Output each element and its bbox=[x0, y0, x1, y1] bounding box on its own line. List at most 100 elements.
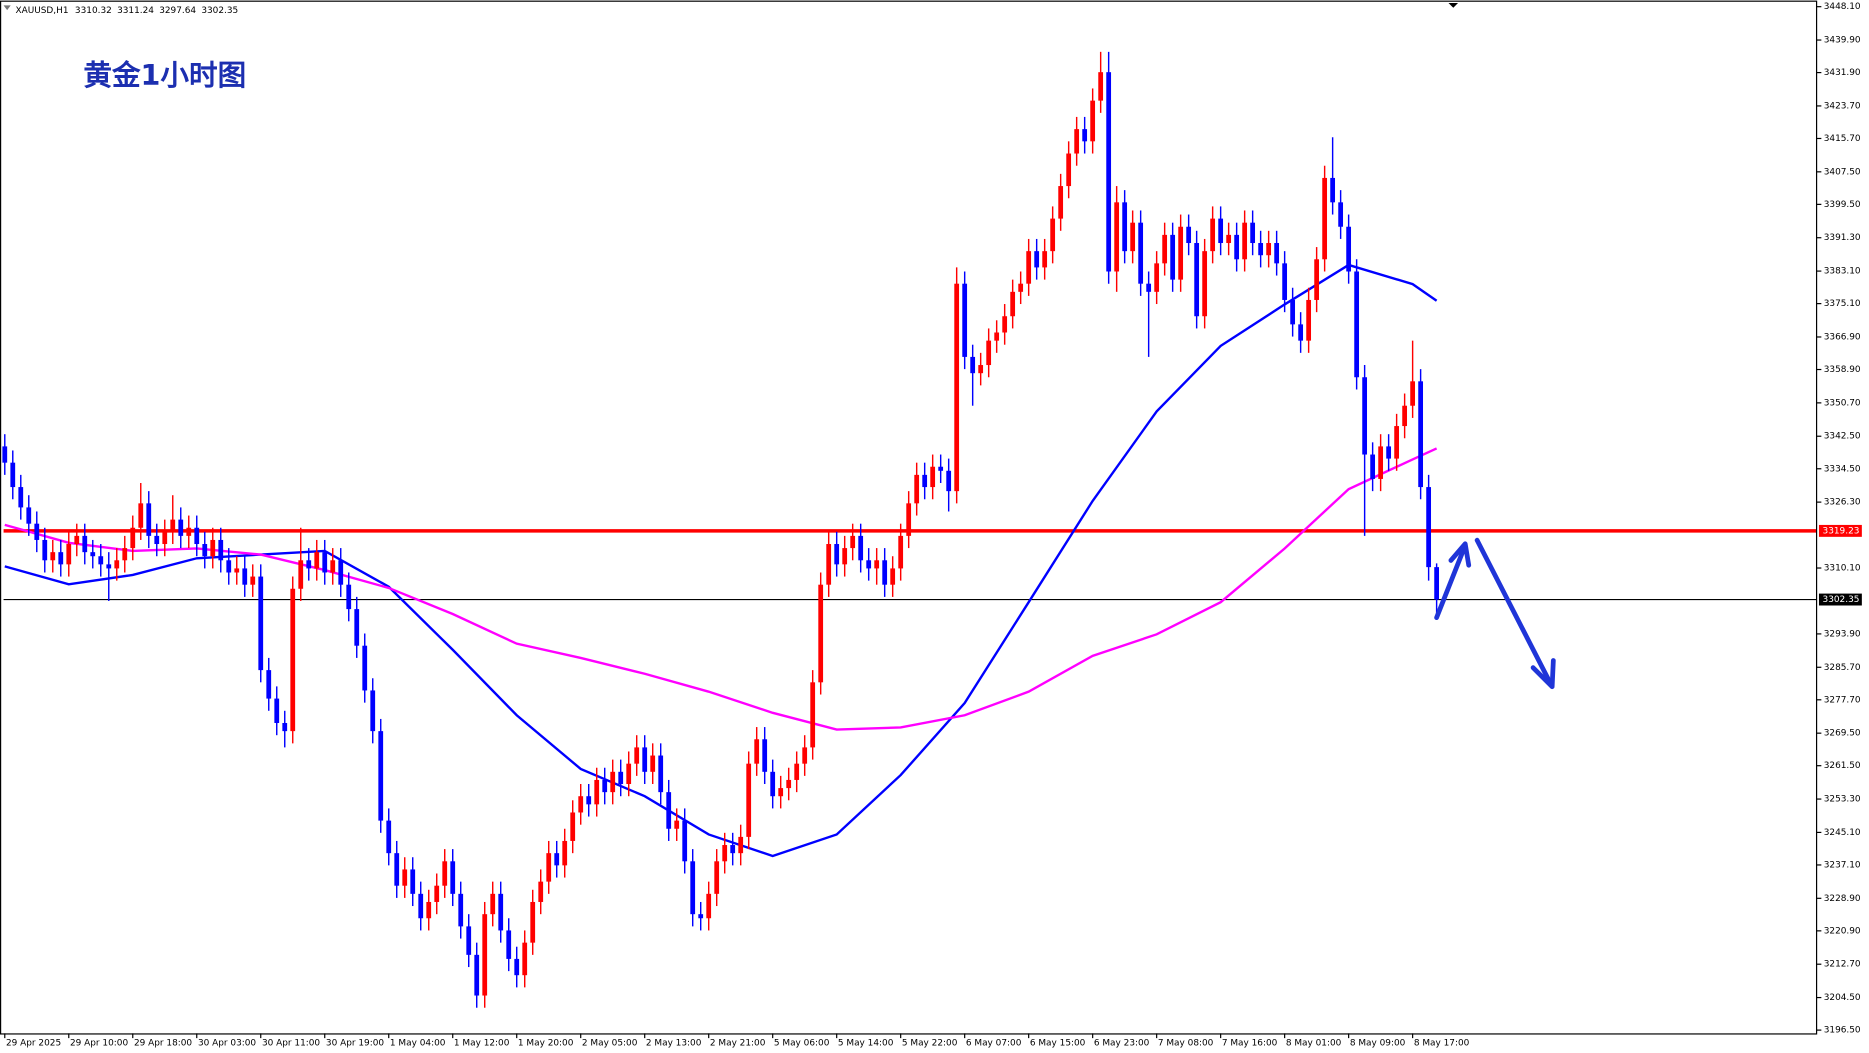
candle-body bbox=[1194, 243, 1200, 317]
header-open: 3310.32 bbox=[75, 6, 112, 16]
candle-body bbox=[1010, 291, 1016, 317]
y-tick-label: 3277.70 bbox=[1824, 695, 1861, 705]
candle-body bbox=[1234, 234, 1240, 260]
candle-body bbox=[882, 560, 888, 585]
candle-body bbox=[1154, 263, 1160, 292]
candle-body bbox=[394, 853, 400, 886]
y-tick-label: 3423.70 bbox=[1824, 101, 1861, 111]
candle-body bbox=[858, 535, 864, 561]
candle-body bbox=[2, 446, 8, 463]
y-tick-label: 3383.10 bbox=[1824, 267, 1861, 277]
candle-body bbox=[938, 466, 944, 471]
candle-body bbox=[1122, 202, 1128, 252]
candle-body bbox=[1322, 177, 1328, 260]
candle-body bbox=[922, 474, 928, 488]
candle-body bbox=[130, 527, 136, 549]
candle-body bbox=[626, 763, 632, 785]
candle-body bbox=[946, 470, 952, 492]
x-tick-label: 8 May 01:00 bbox=[1286, 1038, 1342, 1048]
candle-body bbox=[674, 820, 680, 829]
candle-body bbox=[1034, 251, 1040, 268]
candle-body bbox=[274, 698, 280, 723]
candle-body bbox=[1258, 243, 1264, 256]
forecast-arrows bbox=[1434, 537, 1556, 690]
candle-body bbox=[434, 885, 440, 902]
candle-body bbox=[1082, 129, 1088, 142]
candle-body bbox=[370, 690, 376, 732]
candle-body bbox=[90, 552, 96, 557]
candle-body bbox=[666, 792, 672, 829]
candle-body bbox=[218, 539, 224, 561]
candle-body bbox=[1370, 454, 1376, 479]
candle-body bbox=[1426, 487, 1432, 568]
candle-body bbox=[546, 853, 552, 882]
candle-body bbox=[34, 523, 40, 540]
x-tick-label: 1 May 20:00 bbox=[518, 1038, 574, 1048]
candle-body bbox=[378, 731, 384, 821]
candle-body bbox=[738, 836, 744, 854]
shift-marker bbox=[1448, 2, 1459, 8]
candle-body bbox=[170, 519, 176, 532]
candle-body bbox=[874, 560, 880, 569]
x-tick-label: 1 May 04:00 bbox=[390, 1038, 446, 1048]
x-tick-label: 2 May 21:00 bbox=[710, 1038, 766, 1048]
candle-body bbox=[1418, 381, 1424, 488]
y-tick-label: 3269.50 bbox=[1824, 729, 1861, 739]
candle-body bbox=[178, 519, 184, 536]
candle-body bbox=[842, 548, 848, 565]
candle-body bbox=[474, 954, 480, 996]
candle-body bbox=[162, 531, 168, 545]
candle-body bbox=[298, 560, 304, 589]
candle-body bbox=[778, 788, 784, 797]
x-tick-label: 7 May 08:00 bbox=[1158, 1038, 1214, 1048]
candle-body bbox=[1394, 426, 1400, 459]
arrow-down-head bbox=[1530, 658, 1556, 690]
y-tick-label: 3342.50 bbox=[1824, 432, 1861, 442]
candle-body bbox=[1178, 226, 1184, 280]
price-label: 3302.35 bbox=[1823, 595, 1860, 605]
y-tick-label: 3253.30 bbox=[1824, 795, 1861, 805]
candle-body bbox=[498, 893, 504, 931]
candle-body bbox=[1314, 259, 1320, 300]
candle-body bbox=[1298, 324, 1304, 341]
candle-body bbox=[834, 544, 840, 565]
candle-body bbox=[1170, 234, 1176, 280]
x-tick-label: 1 May 12:00 bbox=[454, 1038, 510, 1048]
y-tick-label: 3415.70 bbox=[1824, 134, 1861, 144]
candle-body bbox=[1410, 381, 1416, 406]
candle-body bbox=[10, 462, 16, 488]
candle-body bbox=[122, 548, 128, 561]
candle-body bbox=[866, 560, 872, 569]
candle-body bbox=[1266, 243, 1272, 256]
x-tick-label: 30 Apr 03:00 bbox=[198, 1038, 256, 1048]
plot-frame bbox=[0, 0, 1818, 1035]
candle-body bbox=[346, 584, 352, 610]
candle-body bbox=[426, 901, 432, 919]
candle-body bbox=[690, 861, 696, 915]
candle-body bbox=[74, 535, 80, 545]
candle-body bbox=[338, 560, 344, 585]
candle-body bbox=[986, 340, 992, 366]
candle-body bbox=[930, 466, 936, 488]
candle-body bbox=[330, 560, 336, 573]
candle-body bbox=[1362, 377, 1368, 455]
candle-body bbox=[266, 670, 272, 699]
candle-body bbox=[1210, 218, 1216, 252]
candle-body bbox=[1202, 251, 1208, 317]
x-tick-label: 29 Apr 2025 bbox=[6, 1038, 61, 1048]
candle-body bbox=[106, 564, 112, 569]
candle-body bbox=[442, 861, 448, 886]
candle-body bbox=[1346, 226, 1352, 272]
arrow-up-head bbox=[1448, 541, 1472, 568]
candle-body bbox=[1002, 316, 1008, 333]
candle-body bbox=[538, 881, 544, 902]
plot-area bbox=[2, 51, 1817, 1008]
x-tick-label: 6 May 15:00 bbox=[1030, 1038, 1086, 1048]
symbol: XAUUSD,H1 bbox=[15, 6, 68, 16]
candle-body bbox=[530, 901, 536, 943]
y-tick-label: 3237.10 bbox=[1824, 860, 1861, 870]
y-tick-label: 3261.50 bbox=[1824, 761, 1861, 771]
x-tick-label: 5 May 14:00 bbox=[838, 1038, 894, 1048]
